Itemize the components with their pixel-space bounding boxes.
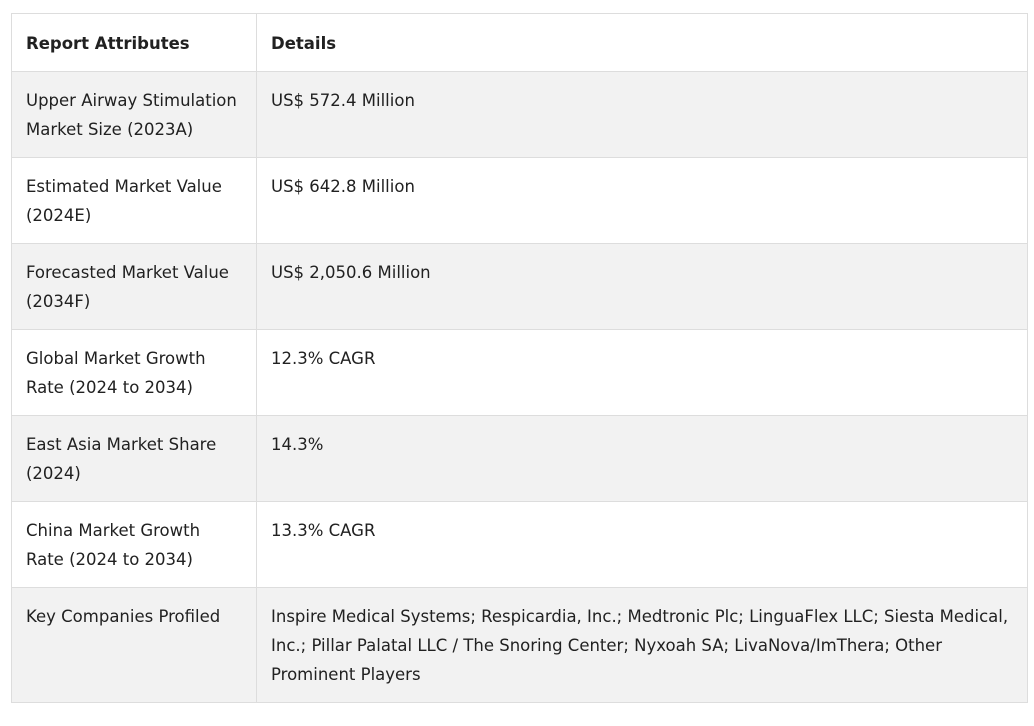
attribute-cell: Global Market Growth Rate (2024 to 2034): [11, 329, 257, 416]
detail-cell: 14.3%: [256, 415, 1028, 502]
detail-cell: Inspire Medical Systems; Respicardia, In…: [256, 587, 1028, 703]
table-row: Forecasted Market Value (2034F) US$ 2,05…: [11, 243, 1028, 330]
attribute-cell: Key Companies Profiled: [11, 587, 257, 703]
detail-cell: 13.3% CAGR: [256, 501, 1028, 588]
attribute-cell: Estimated Market Value (2024E): [11, 157, 257, 244]
table-body: Upper Airway Stimulation Market Size (20…: [11, 71, 1028, 703]
header-row: Report Attributes Details: [11, 13, 1028, 72]
detail-cell: US$ 642.8 Million: [256, 157, 1028, 244]
detail-cell: US$ 2,050.6 Million: [256, 243, 1028, 330]
table-row: East Asia Market Share (2024) 14.3%: [11, 415, 1028, 502]
attribute-cell: East Asia Market Share (2024): [11, 415, 257, 502]
attribute-cell: China Market Growth Rate (2024 to 2034): [11, 501, 257, 588]
attribute-cell: Forecasted Market Value (2034F): [11, 243, 257, 330]
header-report-attributes: Report Attributes: [11, 13, 257, 72]
table-row: Key Companies Profiled Inspire Medical S…: [11, 587, 1028, 703]
table-row: Estimated Market Value (2024E) US$ 642.8…: [11, 157, 1028, 244]
header-details: Details: [256, 13, 1028, 72]
report-attributes-table: Report Attributes Details Upper Airway S…: [11, 13, 1028, 703]
detail-cell: US$ 572.4 Million: [256, 71, 1028, 158]
table-row: Global Market Growth Rate (2024 to 2034)…: [11, 329, 1028, 416]
detail-cell: 12.3% CAGR: [256, 329, 1028, 416]
table-header: Report Attributes Details: [11, 13, 1028, 72]
attribute-cell: Upper Airway Stimulation Market Size (20…: [11, 71, 257, 158]
table-row: China Market Growth Rate (2024 to 2034) …: [11, 501, 1028, 588]
table-row: Upper Airway Stimulation Market Size (20…: [11, 71, 1028, 158]
